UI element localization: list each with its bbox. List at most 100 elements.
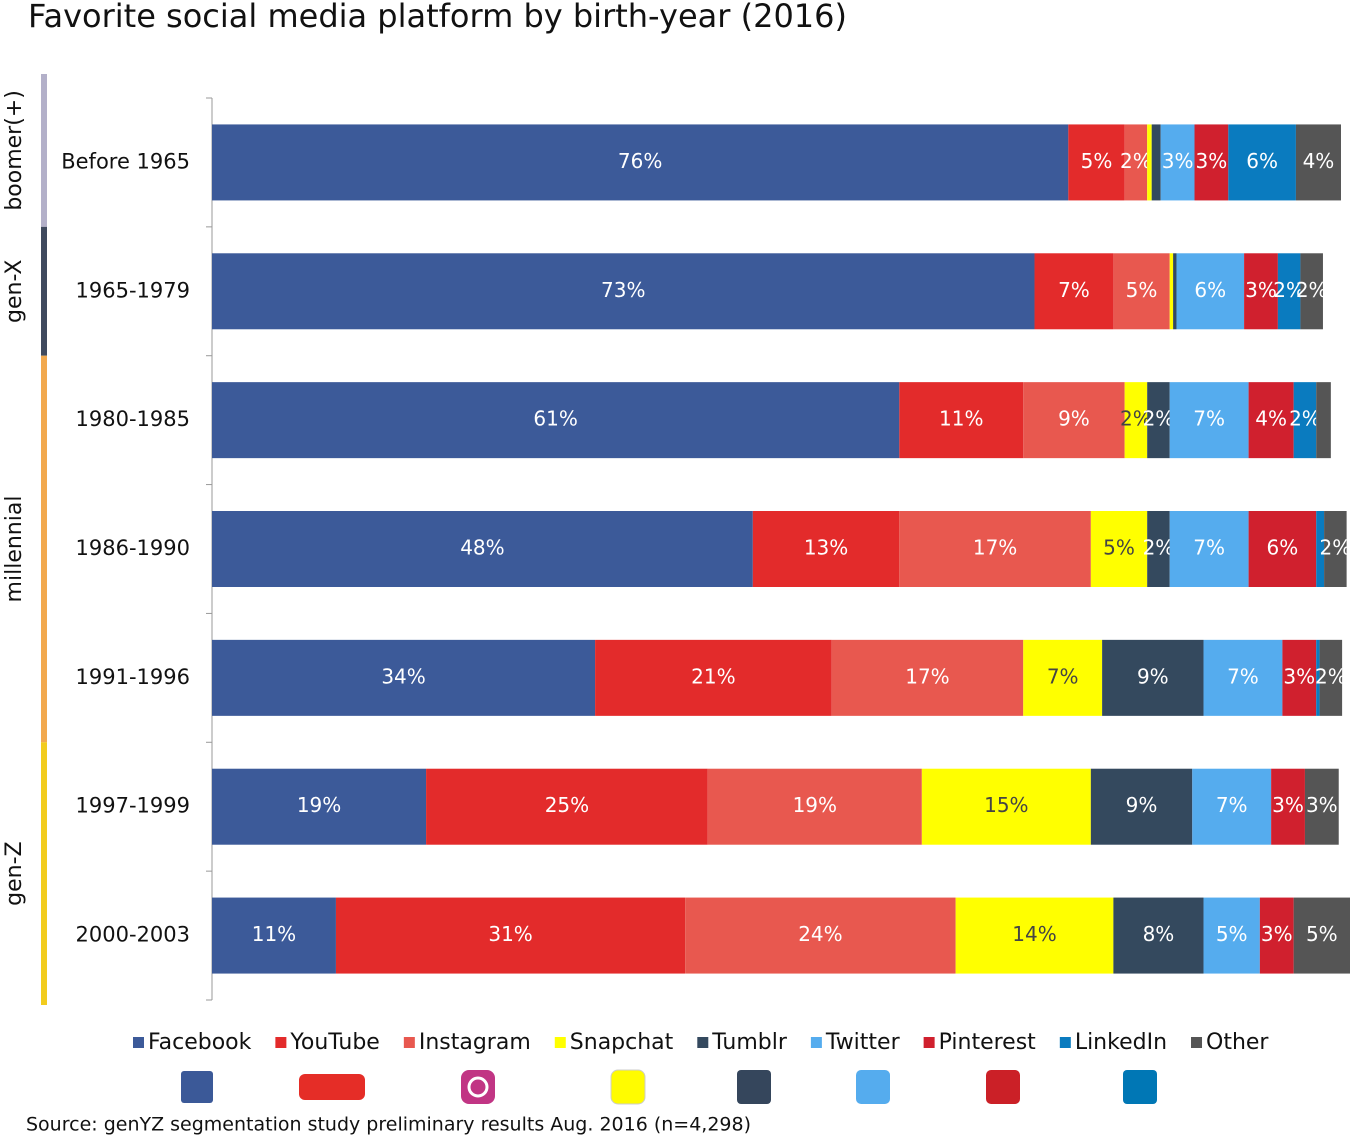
legend-label: LinkedIn (1075, 1030, 1167, 1055)
value-label: 2% (1120, 407, 1152, 431)
legend-label: YouTube (289, 1030, 379, 1055)
value-label: 17% (973, 536, 1017, 560)
legend-swatch (133, 1037, 144, 1048)
bar-segment (212, 639, 596, 716)
bar-segment (1147, 382, 1170, 459)
bar-segment (1151, 124, 1161, 201)
value-label: 11% (252, 922, 296, 946)
instagram-icon (461, 1070, 495, 1104)
bar-segment (1316, 382, 1331, 459)
value-label: 5% (1216, 922, 1248, 946)
bar-segment (1173, 253, 1177, 330)
value-label: 7% (1047, 664, 1079, 688)
value-label: 4% (1255, 407, 1287, 431)
bar-segment (1192, 768, 1272, 845)
category-label: 2000-2003 (76, 923, 190, 947)
bar-segment (707, 768, 922, 845)
value-label: 11% (939, 407, 983, 431)
legend-label: Facebook (148, 1030, 252, 1055)
group-label: gen-Z (2, 841, 27, 905)
bar-segment (955, 897, 1114, 974)
group-bar (41, 355, 47, 743)
value-label: 21% (691, 664, 735, 688)
value-label: 6% (1246, 149, 1278, 173)
legend-label: Snapchat (570, 1030, 674, 1055)
value-label: 3% (1196, 149, 1228, 173)
bar-segment (1169, 511, 1249, 587)
bar-segment (899, 382, 1024, 459)
bar-segment (1316, 511, 1325, 587)
value-label: 15% (984, 793, 1028, 817)
bar-segment (212, 768, 427, 845)
value-label: 2% (1143, 536, 1175, 560)
bar-segment (1203, 639, 1283, 716)
value-label: 7% (1193, 536, 1225, 560)
category-label: 1986-1990 (76, 536, 190, 560)
bar-segment (1248, 382, 1294, 459)
category-label: 1980-1985 (76, 407, 190, 431)
bar-segment (1102, 639, 1204, 716)
bar-segment (921, 768, 1091, 845)
value-label: 25% (545, 793, 589, 817)
legend-swatch (923, 1037, 935, 1048)
bar-segment (831, 639, 1024, 716)
value-label: 61% (533, 407, 577, 431)
value-label: 7% (1058, 278, 1090, 302)
value-label: 76% (618, 149, 662, 173)
bar-segment (1160, 124, 1195, 201)
value-label: 19% (793, 793, 837, 817)
value-label: 3% (1162, 149, 1194, 173)
value-label: 5% (1103, 536, 1135, 560)
value-label: 5% (1126, 278, 1158, 302)
group-bar (41, 742, 47, 1005)
bar-segment (899, 511, 1091, 587)
legend-label: Twitter (825, 1030, 901, 1055)
value-label: 3% (1261, 922, 1293, 946)
value-label: 2% (1296, 278, 1328, 302)
bar-segment (1176, 253, 1245, 330)
legend-swatch (275, 1037, 287, 1048)
bar-segment (1023, 382, 1125, 459)
bar-segment (212, 253, 1035, 330)
bar-segment (1304, 768, 1339, 845)
value-label: 2% (1273, 278, 1305, 302)
value-label: 14% (1012, 922, 1056, 946)
value-label: 9% (1137, 664, 1169, 688)
bar-segment (1068, 124, 1125, 201)
bar-segment (212, 124, 1069, 201)
bar-segment (1034, 253, 1114, 330)
bar-segment (1295, 124, 1341, 201)
bar-segment (1324, 511, 1347, 587)
value-label: 2% (1315, 664, 1347, 688)
value-label: 31% (488, 922, 532, 946)
tumblr-icon (737, 1070, 771, 1104)
bar-segment (1271, 768, 1305, 845)
group-bar (41, 226, 47, 356)
legend-swatch (697, 1037, 709, 1048)
bar-segment (1090, 768, 1193, 845)
legend-swatch (1191, 1037, 1203, 1048)
bar-segment (1293, 382, 1317, 459)
category-label: Before 1965 (61, 149, 190, 173)
group-label: boomer(+) (2, 90, 27, 211)
bar-segment (1113, 897, 1204, 974)
value-label: 5% (1306, 922, 1338, 946)
bar-segment (1147, 511, 1170, 587)
legend-swatch (403, 1037, 415, 1048)
category-label: 1997-1999 (76, 794, 190, 818)
value-label: 5% (1081, 149, 1113, 173)
value-label: 24% (798, 922, 842, 946)
youtube-icon (299, 1074, 365, 1100)
bar-segment (595, 639, 832, 716)
value-label: 73% (601, 278, 645, 302)
value-label: 2% (1143, 407, 1175, 431)
bar-segment (1194, 124, 1229, 201)
value-label: 3% (1245, 278, 1277, 302)
instagram-lens (467, 1076, 489, 1098)
twitter-icon (856, 1070, 890, 1104)
chart-title: Favorite social media platform by birth-… (28, 0, 847, 35)
source-note: Source: genYZ segmentation study prelimi… (26, 1114, 751, 1136)
value-label: 8% (1143, 922, 1175, 946)
bar-segment (1244, 253, 1278, 330)
